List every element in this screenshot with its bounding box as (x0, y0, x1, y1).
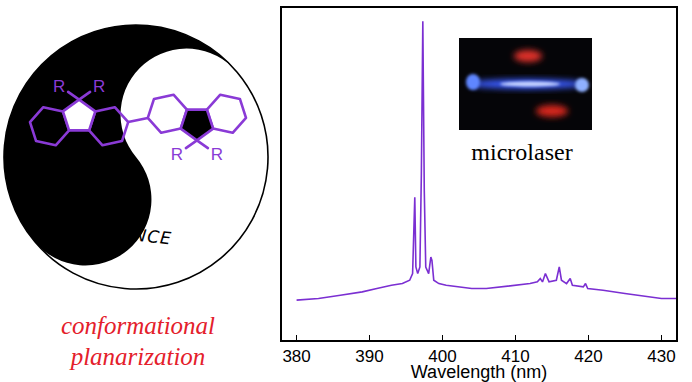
svg-text:Wavelength (nm): Wavelength (nm) (411, 362, 547, 382)
svg-text:410: 410 (501, 347, 529, 366)
svg-text:R: R (53, 77, 65, 96)
svg-text:R: R (171, 145, 183, 164)
svg-text:390: 390 (355, 347, 383, 366)
svg-text:microlaser: microlaser (471, 139, 572, 165)
svg-text:planarization: planarization (69, 343, 206, 370)
svg-text:conformational: conformational (61, 312, 215, 339)
svg-text:400: 400 (428, 347, 456, 366)
svg-text:430: 430 (647, 347, 675, 366)
svg-text:R: R (211, 145, 223, 164)
svg-text:BALANCE: BALANCE (84, 220, 172, 249)
svg-text:380: 380 (282, 347, 310, 366)
svg-text:R: R (93, 77, 105, 96)
svg-text:420: 420 (574, 347, 602, 366)
